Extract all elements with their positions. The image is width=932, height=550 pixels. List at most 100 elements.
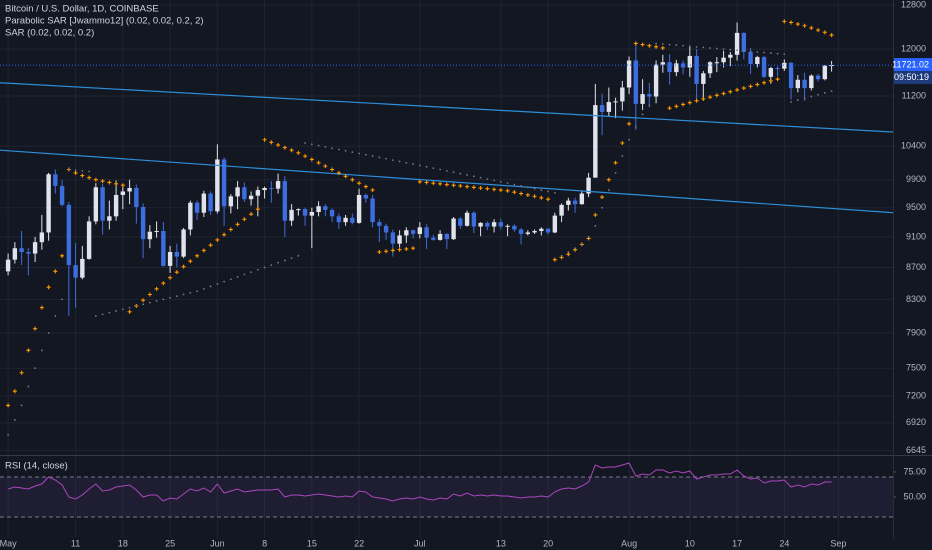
candle-body [66, 204, 72, 266]
sar-cross [519, 191, 524, 196]
candle-body [282, 181, 288, 221]
sar-dot [27, 385, 30, 388]
sar-cross [411, 246, 416, 251]
x-tick-label: Jun [210, 538, 225, 548]
sar-dot [682, 44, 684, 47]
y-tick-label: 6920 [906, 417, 926, 427]
x-tick-label: 22 [354, 538, 364, 548]
sar-cross [26, 348, 31, 353]
rsi-tick-label: 50.00 [903, 491, 926, 501]
candle-body [498, 222, 504, 227]
x-tick-label: 15 [307, 538, 317, 548]
candle-body [26, 252, 31, 254]
candle-body [147, 231, 153, 240]
sar-dot [189, 291, 192, 294]
candle-body [107, 216, 112, 221]
candle-body [296, 209, 301, 211]
candle-body [248, 195, 254, 200]
sar-cross [444, 182, 449, 187]
sar-cross [262, 137, 267, 142]
sar-dot [715, 47, 718, 50]
sar-cross [120, 183, 125, 188]
sar-dot [324, 146, 327, 148]
sar-cross [336, 170, 341, 175]
sar-cross [100, 179, 105, 184]
sar-cross [80, 173, 85, 178]
y-tick-label: 9500 [906, 202, 926, 212]
x-tick-label: 11 [71, 538, 80, 548]
sar-dot [385, 157, 387, 160]
x-tick-label: 17 [732, 538, 742, 548]
candle-body [377, 222, 382, 226]
sar-dot [466, 174, 468, 176]
sar-dot [506, 182, 509, 185]
candle-body [228, 196, 234, 207]
sar-dot [216, 283, 219, 285]
sar-cross [694, 98, 699, 103]
sar-cross [208, 243, 213, 248]
sar-cross [242, 217, 247, 222]
sar-dot [790, 101, 792, 103]
sar-cross [471, 185, 476, 190]
sar-cross [107, 180, 112, 185]
rsi-band [0, 477, 893, 517]
candle-body [255, 190, 261, 196]
candle-body [242, 187, 247, 200]
candle-body [633, 60, 639, 104]
sar-dot [364, 153, 367, 156]
candle-body [404, 230, 409, 236]
x-tick-label: Jul [414, 538, 426, 548]
candle-body [734, 32, 740, 55]
sar-cross [714, 93, 719, 98]
candle-body [809, 75, 814, 89]
candle-body [626, 60, 632, 88]
sar-dot [20, 404, 23, 407]
candle-body [687, 55, 693, 68]
candle-body [32, 242, 38, 254]
sar-dot [526, 186, 529, 189]
sar-dot [634, 126, 637, 128]
sar-dot [817, 93, 819, 96]
candle-body [410, 230, 416, 234]
sar-dot [641, 113, 644, 116]
sar-dot [317, 144, 320, 147]
sar-dot [594, 224, 597, 227]
x-tick-label: 24 [779, 538, 789, 548]
candle-body [336, 216, 342, 223]
sar-cross [127, 309, 132, 314]
sar-cross [141, 298, 146, 303]
candle-body [302, 209, 308, 216]
sar-dot [13, 419, 16, 421]
candle-body [822, 65, 828, 80]
sar-dot [391, 159, 394, 162]
candle-body [518, 229, 524, 234]
candle-body [309, 212, 315, 216]
candle-body [73, 265, 78, 278]
sar-cross [147, 292, 152, 297]
sar-cross [816, 28, 821, 33]
trendline [0, 149, 894, 214]
candle-body [471, 212, 477, 227]
sar-cross [613, 160, 618, 165]
candle-body [485, 222, 490, 227]
x-tick-label: 18 [118, 538, 128, 548]
sar-cross [606, 177, 611, 182]
sar-cross [701, 96, 706, 101]
sar-dot [229, 278, 232, 281]
candle-body [431, 237, 436, 240]
sar-cross [255, 207, 260, 212]
sar-dot [398, 160, 401, 163]
sar-cross [330, 167, 335, 172]
sar-cross [438, 181, 443, 186]
candle-body [464, 212, 470, 226]
sar-cross [728, 89, 733, 94]
sar-cross [674, 104, 679, 109]
sar-dot [40, 349, 43, 352]
x-tick-label: May [0, 538, 17, 548]
candle-body [674, 63, 679, 73]
candle-body [46, 174, 51, 233]
sar-cross [795, 22, 800, 27]
candle-body [552, 215, 558, 233]
sar-dot [783, 53, 786, 56]
